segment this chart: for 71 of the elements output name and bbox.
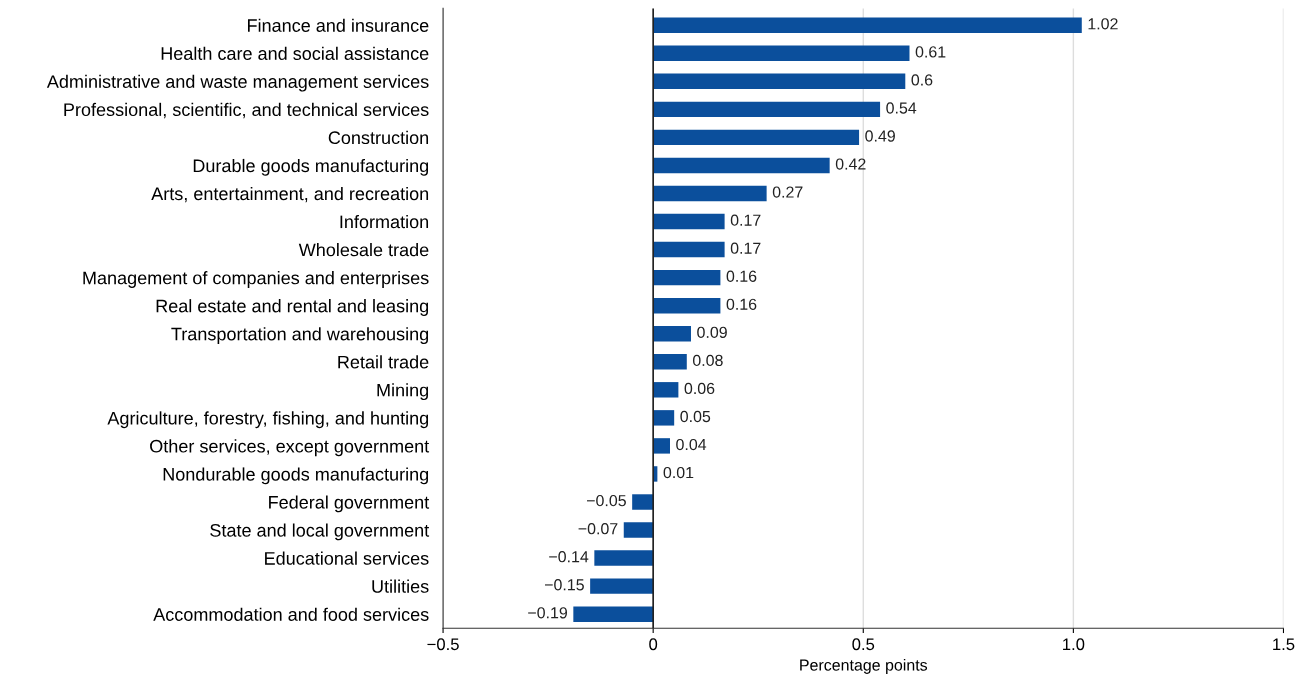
data-label: 0.61 xyxy=(915,46,946,58)
x-tick-label: 0 xyxy=(649,638,658,651)
y-tick-label: Other services, except government xyxy=(150,439,430,457)
y-tick-label: Mining xyxy=(377,383,429,401)
bar xyxy=(653,241,725,258)
y-tick-label: Finance and insurance xyxy=(248,18,429,32)
x-tick-label: 0.5 xyxy=(852,638,875,651)
data-label: −0.07 xyxy=(578,523,618,535)
bar xyxy=(653,438,670,454)
bar xyxy=(590,578,654,594)
y-tick-label: Durable goods manufacturing xyxy=(193,158,429,176)
y-tick-label: Educational services xyxy=(265,551,429,565)
bar xyxy=(653,213,725,230)
data-label: −0.19 xyxy=(528,607,568,619)
y-tick-label: Agriculture, forestry, fishing, and hunting xyxy=(107,411,429,429)
y-tick-label: Arts, entertainment, and recreation xyxy=(151,186,429,203)
bar xyxy=(623,522,654,538)
data-label: 0.01 xyxy=(663,466,694,479)
y-tick-label: Wholesale trade xyxy=(298,243,429,257)
bar xyxy=(653,129,860,146)
y-tick-label: Federal government xyxy=(269,495,430,513)
bar xyxy=(653,269,721,286)
data-label: 0.42 xyxy=(835,158,866,170)
data-label: 0.09 xyxy=(697,326,727,338)
y-tick-label: Utilities xyxy=(372,579,429,593)
bar xyxy=(653,73,906,90)
bar xyxy=(653,410,675,426)
data-label: 0.16 xyxy=(726,298,757,310)
bar xyxy=(653,101,881,118)
bar xyxy=(653,185,767,202)
data-label: 0.17 xyxy=(730,214,761,226)
bar xyxy=(632,494,654,510)
bar xyxy=(653,297,721,314)
x-tick-label: 1.5 xyxy=(1273,638,1295,651)
data-label: 0.16 xyxy=(726,270,757,282)
y-tick-label: Professional, scientific, and technical services xyxy=(64,102,429,119)
data-label: 1.02 xyxy=(1088,18,1118,30)
data-label: 0.6 xyxy=(911,74,933,86)
bar xyxy=(573,606,654,622)
bar xyxy=(653,354,687,370)
bar xyxy=(653,382,679,398)
x-tick-label: 1.0 xyxy=(1063,638,1085,651)
bar xyxy=(594,550,654,566)
data-label: 0.54 xyxy=(886,102,917,114)
y-tick-label: Construction xyxy=(328,130,429,145)
data-label: −0.05 xyxy=(586,494,626,507)
bar xyxy=(653,17,1082,33)
data-label: 0.17 xyxy=(730,242,761,254)
data-label: 0.05 xyxy=(680,410,711,423)
y-tick-label: Accommodation and food services xyxy=(153,607,429,621)
y-tick-label: Retail trade xyxy=(338,355,429,369)
bar xyxy=(653,326,691,342)
data-label: −0.14 xyxy=(549,551,589,563)
data-label: 0.08 xyxy=(692,354,723,367)
data-label: 0.04 xyxy=(676,438,707,451)
data-label: 0.06 xyxy=(684,382,715,395)
y-tick-label: Information xyxy=(340,214,429,229)
y-tick-label: Management of companies and enterprises xyxy=(83,271,429,288)
bar xyxy=(653,157,830,174)
x-axis-title: Percentage points xyxy=(800,659,928,674)
data-label: 0.27 xyxy=(772,186,803,198)
x-tick-label: −0.5 xyxy=(427,638,459,651)
bar xyxy=(653,45,910,61)
y-tick-label: Real estate and rental and leasing xyxy=(156,299,429,316)
data-label: −0.15 xyxy=(544,579,584,591)
y-tick-label: Nondurable goods manufacturing xyxy=(163,467,429,485)
data-label: 0.49 xyxy=(865,130,895,142)
y-tick-label: Administrative and waste management services xyxy=(46,74,429,92)
y-tick-label: Transportation and warehousing xyxy=(171,327,429,344)
y-tick-label: Health care and social assistance xyxy=(161,46,429,60)
y-tick-label: State and local government xyxy=(210,523,430,541)
